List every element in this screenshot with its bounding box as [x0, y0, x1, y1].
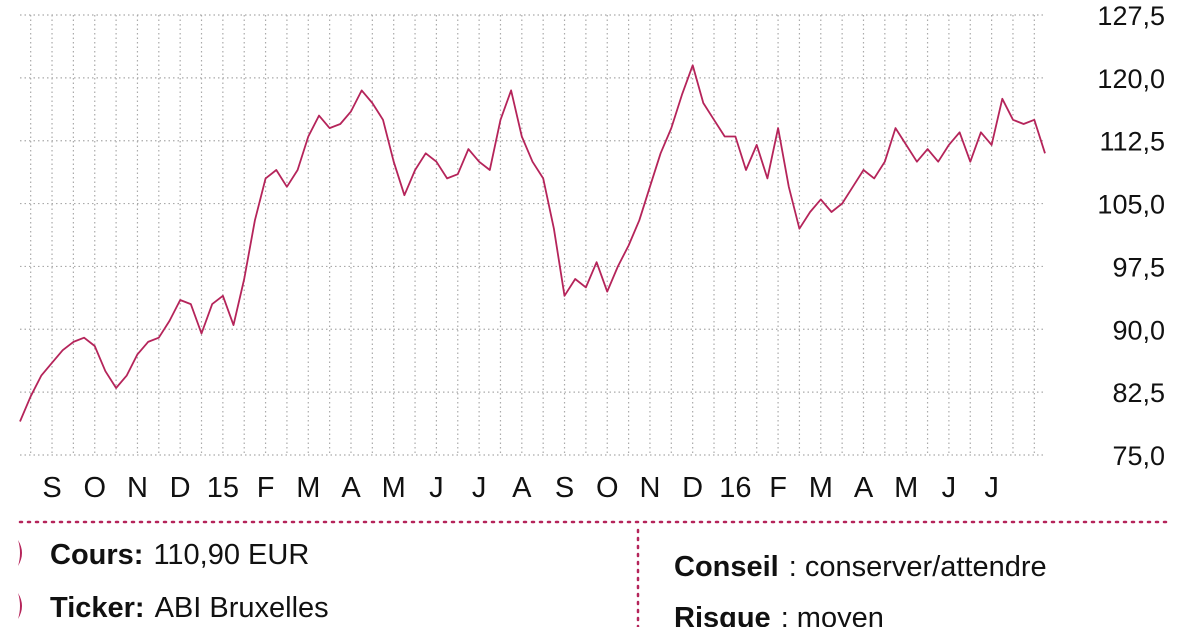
x-tick-label: M [894, 472, 918, 504]
info-item: Conseil : conserver/attendre [674, 551, 1047, 583]
info-value: 110,90 EUR [153, 539, 309, 571]
x-tick-label: F [257, 472, 275, 504]
info-label: Cours: [50, 539, 143, 571]
x-tick-label: 16 [719, 472, 751, 504]
info-label: Ticker: [50, 592, 145, 624]
bullet [18, 593, 22, 619]
x-tick-label: M [809, 472, 833, 504]
x-tick-label: A [341, 472, 361, 504]
info-item: Cours: 110,90 EUR [50, 539, 309, 571]
info-label: Risque [674, 602, 771, 627]
price-line [19, 64, 1046, 422]
x-tick-label: D [682, 472, 703, 504]
info-item: Ticker: ABI Bruxelles [50, 592, 329, 624]
x-tick-label: N [127, 472, 148, 504]
x-tick-label: J [942, 472, 957, 504]
x-tick-label: M [382, 472, 406, 504]
x-tick-label: A [512, 472, 532, 504]
info-item: Risque : moyen [674, 602, 884, 627]
x-tick-label: S [555, 472, 574, 504]
x-tick-label: O [83, 472, 106, 504]
x-tick-label: F [769, 472, 787, 504]
y-tick-label: 97,5 [1112, 252, 1165, 282]
x-tick-label: J [429, 472, 444, 504]
y-tick-label: 90,0 [1112, 315, 1165, 345]
info-label: Conseil [674, 551, 779, 583]
x-tick-label: J [472, 472, 487, 504]
y-tick-label: 82,5 [1112, 378, 1165, 408]
y-tick-label: 75,0 [1112, 441, 1165, 471]
x-tick-label: J [984, 472, 999, 504]
info-value: : conserver/attendre [789, 551, 1047, 583]
x-tick-label: A [854, 472, 874, 504]
x-tick-label: O [596, 472, 619, 504]
bullet [18, 540, 22, 566]
y-tick-label: 105,0 [1097, 190, 1165, 220]
x-tick-label: D [170, 472, 191, 504]
info-value: : moyen [781, 602, 884, 627]
y-tick-label: 112,5 [1099, 127, 1165, 157]
info-value: ABI Bruxelles [155, 592, 329, 624]
y-tick-label: 120,0 [1097, 64, 1165, 94]
y-tick-label: 127,5 [1097, 1, 1165, 31]
x-tick-label: S [42, 472, 61, 504]
x-tick-label: N [639, 472, 660, 504]
x-tick-label: 15 [207, 472, 239, 504]
x-tick-label: M [296, 472, 320, 504]
